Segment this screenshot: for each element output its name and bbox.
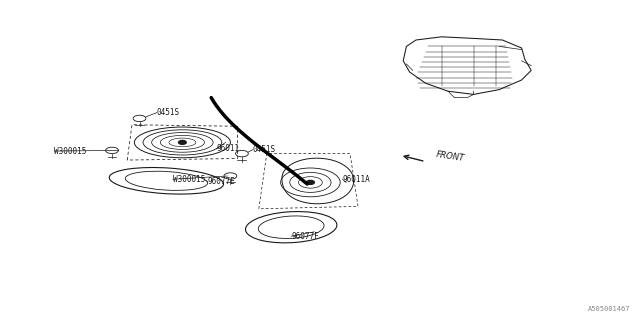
Text: W300015: W300015 bbox=[54, 147, 87, 156]
Text: A505001467: A505001467 bbox=[588, 306, 630, 312]
Circle shape bbox=[307, 180, 314, 184]
Text: 96077E: 96077E bbox=[208, 177, 236, 186]
Text: W300015: W300015 bbox=[173, 175, 205, 184]
Text: 96011: 96011 bbox=[216, 144, 239, 153]
Text: 96011A: 96011A bbox=[342, 175, 370, 184]
Text: FRONT: FRONT bbox=[435, 150, 465, 163]
Text: 96077F: 96077F bbox=[291, 232, 319, 241]
Text: 0451S: 0451S bbox=[157, 108, 180, 117]
Circle shape bbox=[179, 140, 186, 144]
Text: 0451S: 0451S bbox=[253, 145, 276, 154]
